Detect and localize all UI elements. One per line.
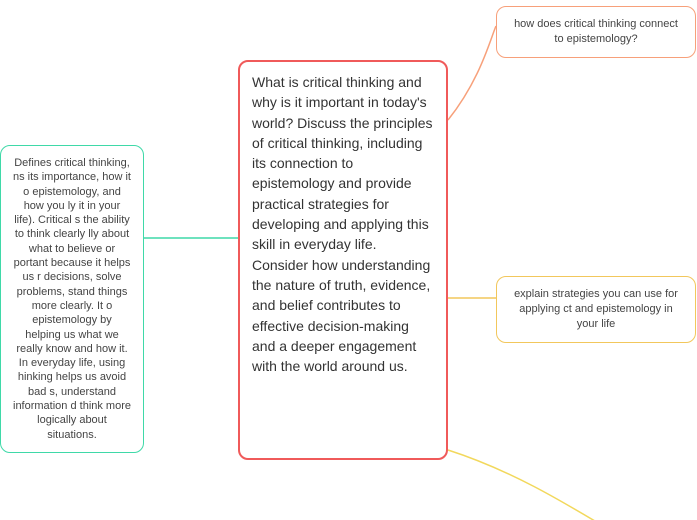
top-right-node-text: how does critical thinking connect to ep… [514, 18, 678, 45]
center-node-text: What is critical thinking and why is it … [252, 74, 433, 374]
right-node[interactable]: explain strategies you can use for apply… [496, 276, 696, 343]
connector-top-right [448, 26, 496, 120]
right-node-text: explain strategies you can use for apply… [514, 288, 678, 330]
left-node-text: Defines critical thinking, ns its import… [13, 157, 131, 441]
top-right-node[interactable]: how does critical thinking connect to ep… [496, 6, 696, 58]
connector-bottom-right [448, 450, 610, 520]
left-node[interactable]: Defines critical thinking, ns its import… [0, 145, 144, 453]
center-node[interactable]: What is critical thinking and why is it … [238, 60, 448, 460]
